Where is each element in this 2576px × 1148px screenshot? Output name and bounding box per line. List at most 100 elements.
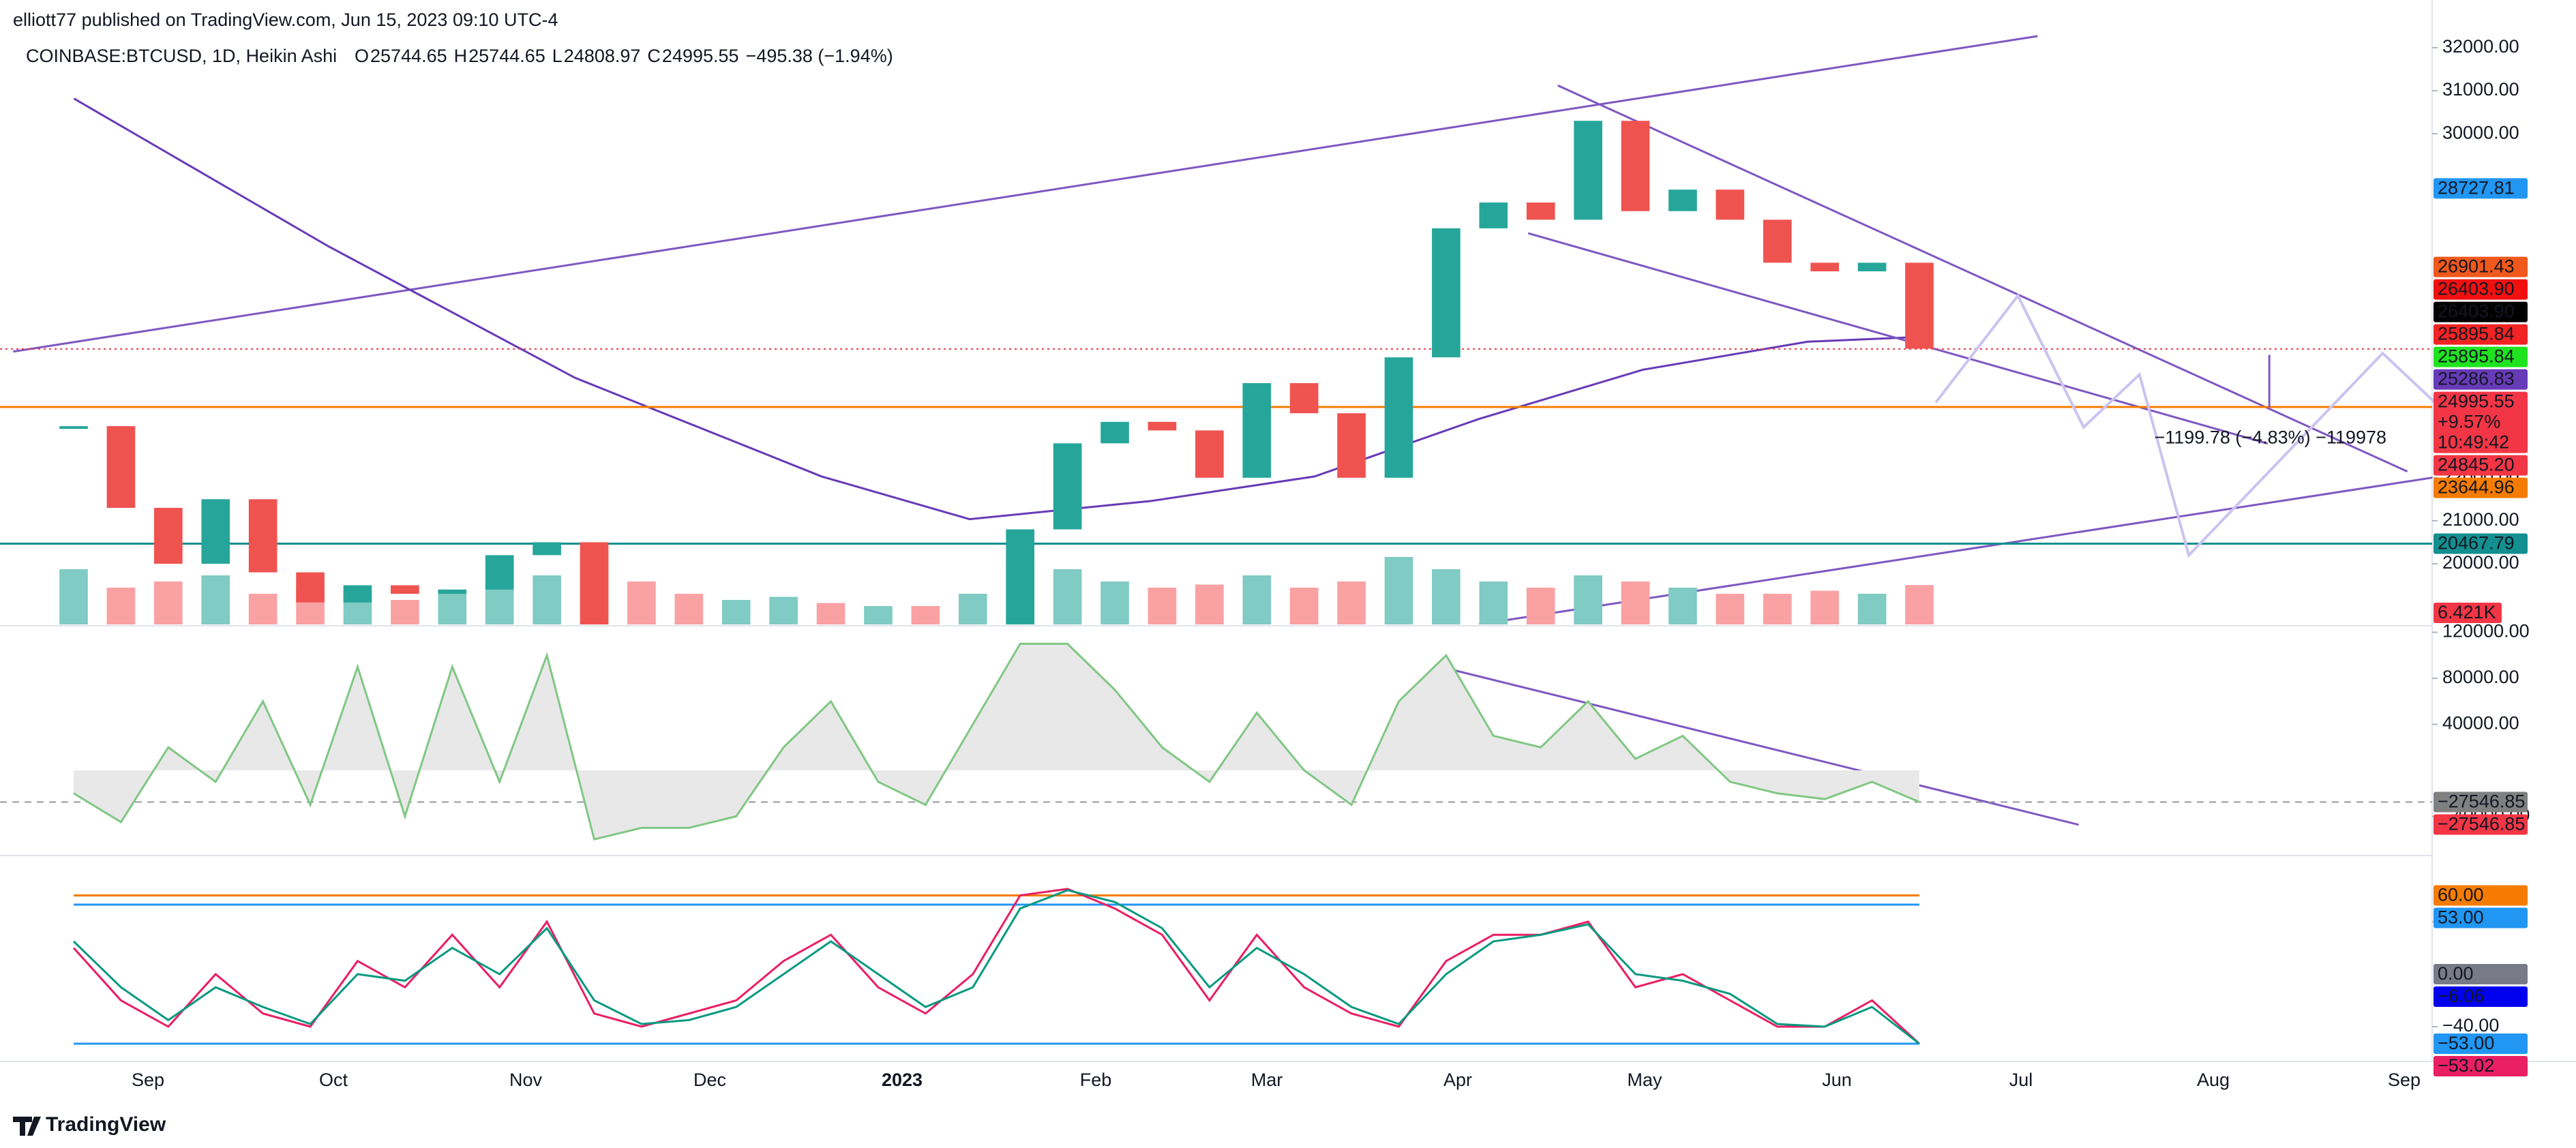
moving-average <box>73 97 1923 521</box>
candle <box>1242 383 1272 478</box>
price-tag-label: 20467.79 <box>2438 533 2515 554</box>
price-tag-label: 24845.20 <box>2438 455 2515 475</box>
axis-label: 31000.00 <box>2442 79 2519 100</box>
symbol: COINBASE:BTCUSD, 1D, Heikin Ashi <box>26 46 337 66</box>
price-tag <box>2433 986 2528 1007</box>
candle <box>1763 220 1792 263</box>
price-tag-label: 26403.90 <box>2438 301 2515 322</box>
candle <box>343 585 372 603</box>
time-axis-label: Jul <box>2009 1070 2033 1090</box>
candle <box>1148 421 1177 431</box>
time-axis-label: 2023 <box>882 1070 923 1090</box>
price-tag <box>2433 369 2528 390</box>
candle <box>438 589 467 594</box>
brand-logo <box>13 1117 41 1136</box>
candle <box>1857 262 1887 272</box>
price-tag-label: 25895.84 <box>2438 346 2515 367</box>
volume-bar <box>1242 575 1272 624</box>
price-tag <box>2433 178 2528 199</box>
oscillator-pane <box>0 642 2432 841</box>
volume-bar <box>1716 594 1745 624</box>
candle <box>675 706 704 714</box>
volume-bar <box>153 581 183 624</box>
stochastic-pane <box>72 888 1921 1045</box>
price-tag-label: 28727.81 <box>2438 178 2515 198</box>
price-tag <box>2433 346 2528 367</box>
oscillator-area <box>74 644 1919 840</box>
price-tag <box>2433 301 2528 322</box>
candle <box>1574 121 1602 220</box>
price-tag-label: 26403.90 <box>2438 279 2515 299</box>
candle <box>485 555 514 590</box>
price-tag <box>2433 964 2528 984</box>
time-axis-label: May <box>1627 1070 1662 1090</box>
axis-label: 120000.00 <box>2442 621 2530 641</box>
price-tag <box>2433 256 2528 277</box>
volume-bar <box>958 594 987 624</box>
candle <box>1716 190 1745 220</box>
time-axis-label: Apr <box>1443 1070 1472 1090</box>
candle <box>1479 202 1508 228</box>
price-tag <box>2433 477 2528 498</box>
price-tag <box>2433 791 2528 813</box>
axis-label: −40.00 <box>2442 1015 2499 1036</box>
volume-bar <box>864 606 893 624</box>
price-tag-label: 0.00 <box>2438 963 2474 984</box>
axis-label: 30000.00 <box>2442 122 2519 142</box>
trend-line <box>1434 664 2080 826</box>
volume-bar <box>1432 569 1461 624</box>
ohlc-value: 25744.65 <box>370 46 447 66</box>
time-axis-label: Feb <box>1080 1070 1112 1090</box>
volume-tag-label: 6.421K <box>2438 602 2496 622</box>
ohlc-key: C <box>647 46 661 66</box>
candle <box>1905 262 1934 349</box>
volume-tag <box>2433 603 2502 623</box>
price-tag <box>2433 279 2528 300</box>
time-axis-label: Oct <box>319 1070 348 1090</box>
volume-bar <box>674 594 704 624</box>
candle <box>769 684 798 693</box>
price-tag-label: −53.00 <box>2438 1033 2494 1053</box>
axis-label: 80000.00 <box>2442 667 2519 687</box>
candle <box>1337 413 1366 478</box>
volume-bar <box>769 596 798 624</box>
price-tag <box>2433 324 2528 345</box>
candle <box>1289 383 1319 414</box>
price-tag <box>2433 533 2528 554</box>
axis-label: 20000.00 <box>2442 552 2519 573</box>
candle <box>106 426 136 508</box>
projection-path <box>1934 293 2442 558</box>
price-tag <box>2433 455 2528 476</box>
volume-bar <box>391 600 419 624</box>
ohlc-value: 24808.97 <box>564 46 641 66</box>
price-tag <box>2433 814 2528 835</box>
volume-bar <box>1100 581 1129 624</box>
price-tag-label: 60.00 <box>2438 885 2484 905</box>
volume-bar <box>1668 588 1697 624</box>
measure-label: −1199.78 (−4.83%) −119978 <box>2155 427 2387 448</box>
volume-bar <box>1384 557 1413 624</box>
volume-bar <box>1810 590 1840 624</box>
candle <box>153 507 183 564</box>
candle <box>1668 190 1697 211</box>
volume-bar <box>1289 588 1319 624</box>
volume-bar <box>721 600 751 624</box>
volume-bar <box>1337 581 1366 624</box>
time-axis-label: Sep <box>132 1070 164 1090</box>
candle <box>1432 228 1461 358</box>
candle <box>59 426 88 429</box>
candle <box>391 585 419 594</box>
volume-bar <box>1574 575 1602 624</box>
price-tag <box>2433 1056 2528 1077</box>
price-tag-label: 26901.43 <box>2438 256 2515 277</box>
price-tag <box>2433 391 2528 453</box>
axis-label: 32000.00 <box>2442 36 2519 57</box>
price-tag-label: 24995.55 <box>2438 391 2515 412</box>
volume-bar <box>1905 585 1934 624</box>
price-tag-label: −6.06 <box>2438 986 2484 1006</box>
volume-bar <box>1857 594 1887 624</box>
candle <box>533 542 561 556</box>
time-axis-label: Dec <box>693 1070 726 1090</box>
candle <box>201 499 230 564</box>
price-tag-label: 23644.96 <box>2438 477 2515 498</box>
